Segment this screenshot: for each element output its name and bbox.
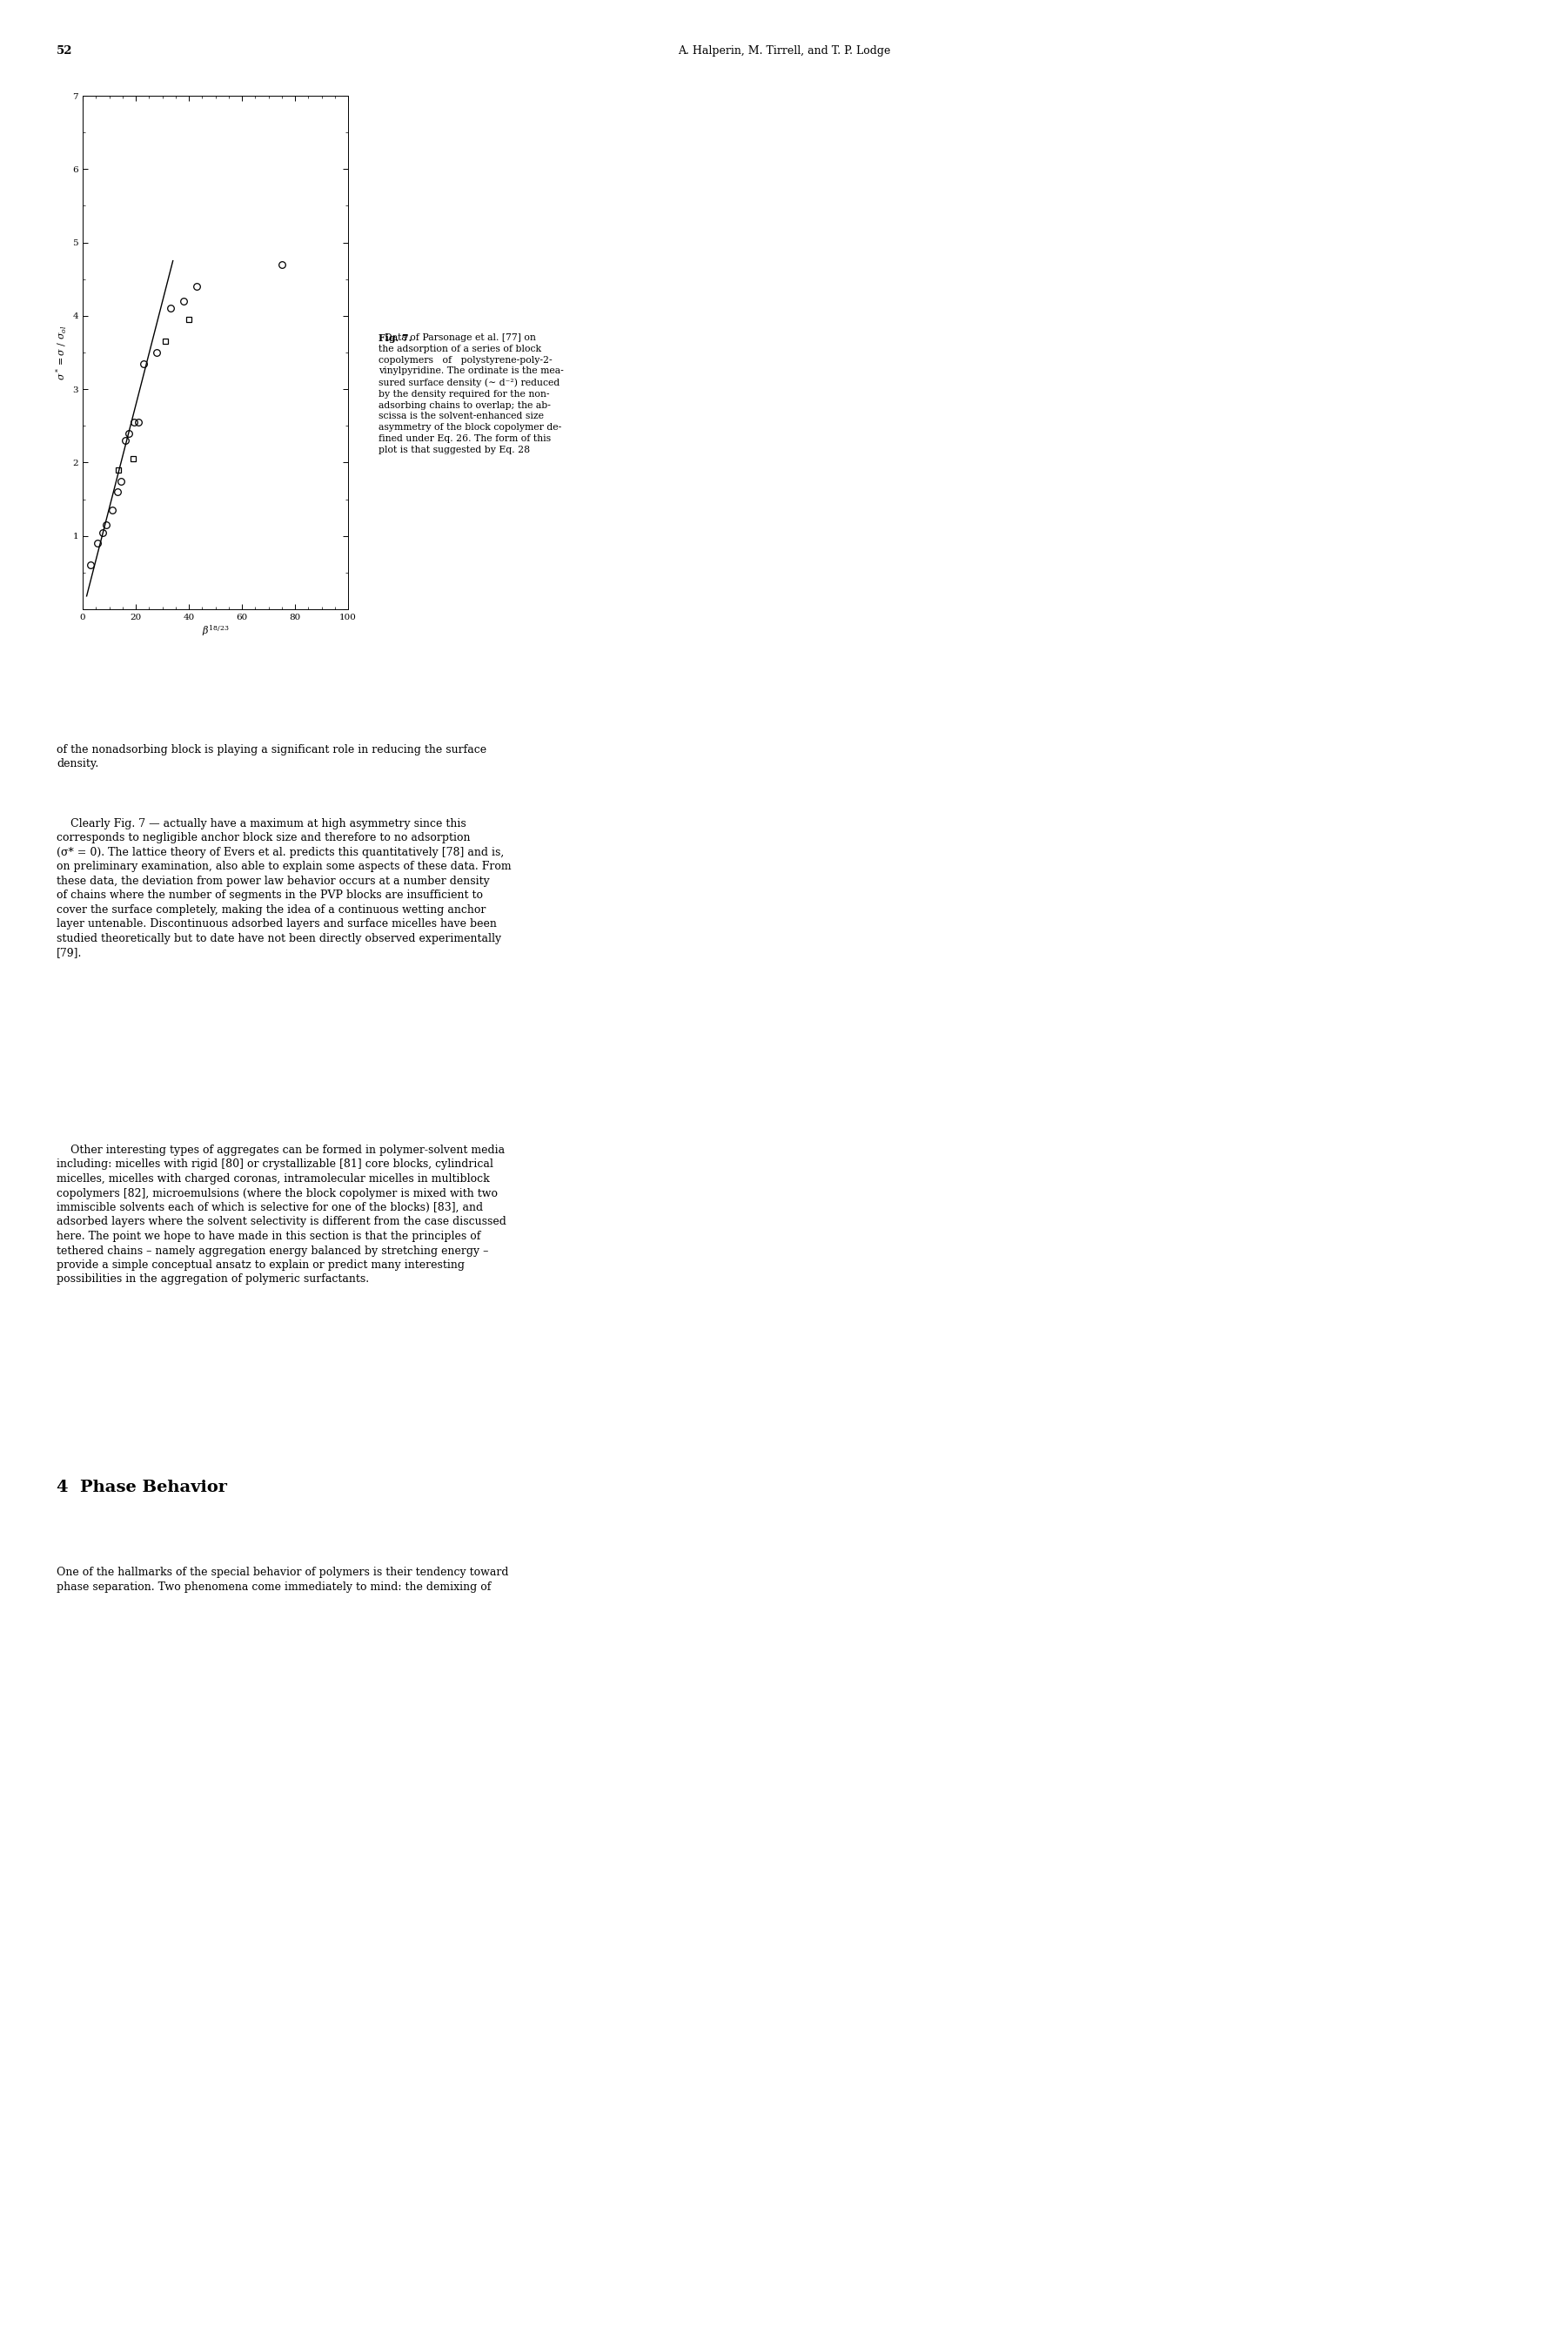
Text: Other interesting types of aggregates can be formed in polymer-solvent media
inc: Other interesting types of aggregates ca…	[56, 1144, 506, 1285]
Text: Fig. 7.: Fig. 7.	[378, 334, 412, 343]
Text: 52: 52	[56, 45, 72, 56]
Y-axis label: $\sigma^* = \sigma\ /\ \sigma_{ol}$: $\sigma^* = \sigma\ /\ \sigma_{ol}$	[55, 324, 69, 381]
Text: 4  Phase Behavior: 4 Phase Behavior	[56, 1480, 227, 1495]
Text: Data of Parsonage et al. [77] on
the adsorption of a series of block
copolymers : Data of Parsonage et al. [77] on the ads…	[378, 334, 563, 454]
Text: A. Halperin, M. Tirrell, and T. P. Lodge: A. Halperin, M. Tirrell, and T. P. Lodge	[677, 45, 891, 56]
Text: One of the hallmarks of the special behavior of polymers is their tendency towar: One of the hallmarks of the special beha…	[56, 1567, 508, 1593]
Text: Clearly Fig. 7 — actually have a maximum at high asymmetry since this
correspond: Clearly Fig. 7 — actually have a maximum…	[56, 818, 511, 959]
Text: of the nonadsorbing block is playing a significant role in reducing the surface
: of the nonadsorbing block is playing a s…	[56, 745, 486, 771]
X-axis label: $\beta^{18/23}$: $\beta^{18/23}$	[202, 623, 229, 639]
